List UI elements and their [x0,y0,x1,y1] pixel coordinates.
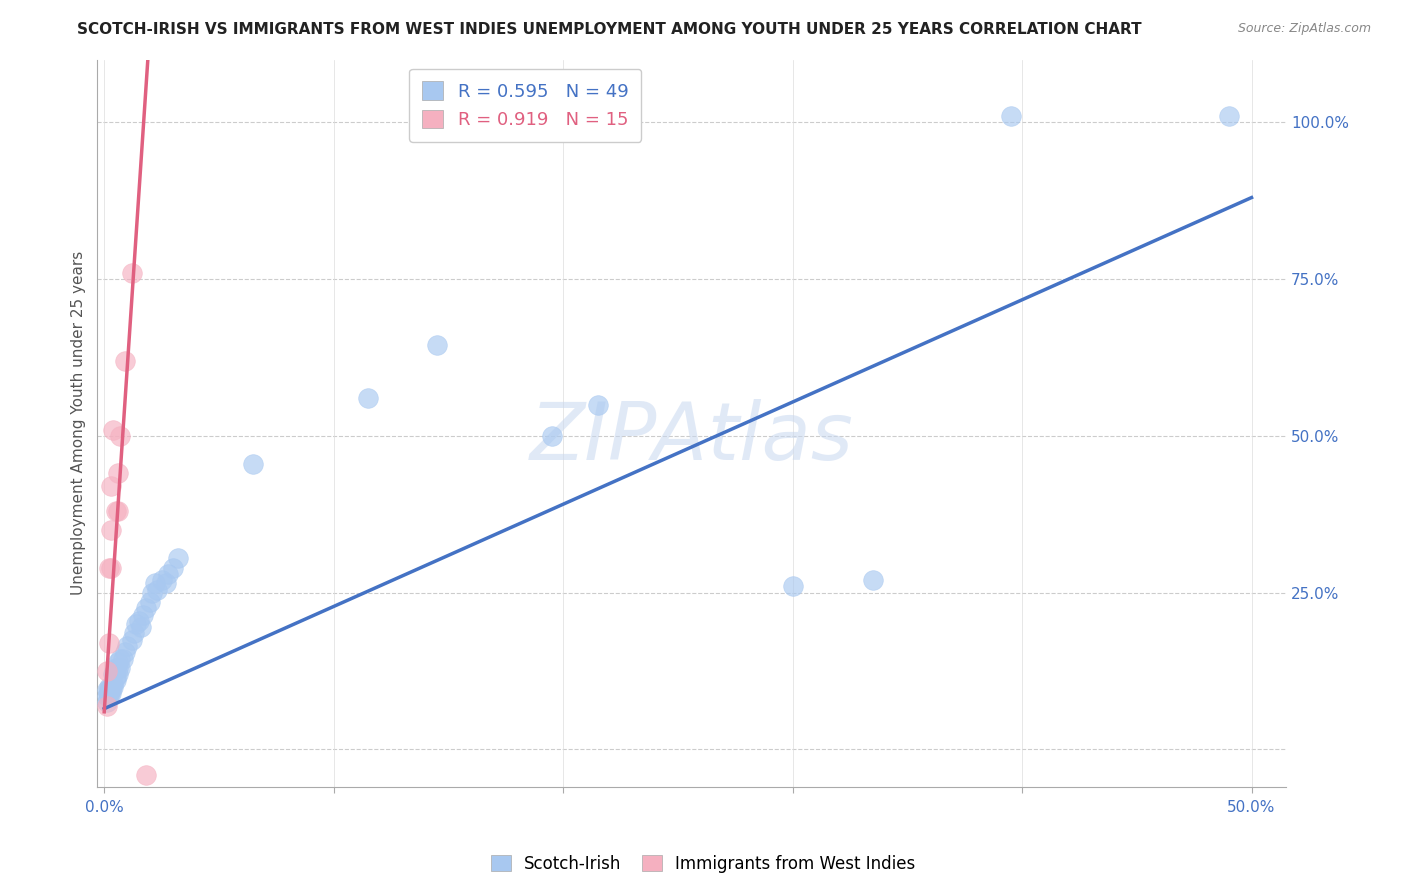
Point [100,479,122,493]
Point [97,560,120,574]
Point [107,661,129,675]
Point [100,560,122,574]
Point [100,680,122,694]
Point [162,560,184,574]
Point [97,689,120,703]
Point [104,673,127,688]
Point [107,504,129,518]
Point [782,579,804,593]
Point [540,429,562,443]
Point [96,689,118,703]
Point [426,338,449,352]
Point [143,576,166,591]
Point [115,639,138,653]
Text: Source: ZipAtlas.com: Source: ZipAtlas.com [1237,22,1371,36]
Y-axis label: Unemployment Among Youth under 25 years: Unemployment Among Youth under 25 years [72,252,86,596]
Point [103,676,125,690]
Point [1000,109,1022,123]
Legend: Scotch-Irish, Immigrants from West Indies: Scotch-Irish, Immigrants from West Indie… [484,848,922,880]
Point [114,353,136,368]
Point [97,680,120,694]
Point [100,523,122,537]
Point [166,551,188,566]
Point [107,467,129,481]
Point [97,686,120,700]
Point [104,504,127,518]
Point [96,698,118,713]
Point [155,576,177,591]
Point [132,607,155,622]
Point [96,682,118,697]
Point [125,617,148,632]
Point [128,614,150,628]
Point [242,457,264,471]
Point [103,423,125,437]
Point [157,566,180,581]
Point [357,391,380,405]
Point [96,695,118,709]
Point [107,655,129,669]
Point [103,680,125,694]
Point [129,620,152,634]
Point [110,651,132,665]
Point [114,645,136,659]
Text: ZIPAtlas: ZIPAtlas [530,399,853,477]
Point [110,429,132,443]
Point [97,636,120,650]
Legend: R = 0.595   N = 49, R = 0.919   N = 15: R = 0.595 N = 49, R = 0.919 N = 15 [409,69,641,142]
Point [1218,109,1240,123]
Point [121,632,143,647]
Point [104,661,127,675]
Point [110,661,132,675]
Point [146,582,169,597]
Point [100,682,122,697]
Point [122,626,145,640]
Point [135,767,157,781]
Point [97,682,120,697]
Point [100,686,122,700]
Point [135,601,157,615]
Point [139,595,162,609]
Text: SCOTCH-IRISH VS IMMIGRANTS FROM WEST INDIES UNEMPLOYMENT AMONG YOUTH UNDER 25 YE: SCOTCH-IRISH VS IMMIGRANTS FROM WEST IND… [77,22,1142,37]
Point [111,651,134,665]
Point [107,667,129,681]
Point [586,397,609,411]
Point [121,266,143,280]
Point [96,664,118,678]
Point [862,573,884,587]
Point [104,670,127,684]
Point [150,573,173,587]
Point [103,667,125,681]
Point [141,585,163,599]
